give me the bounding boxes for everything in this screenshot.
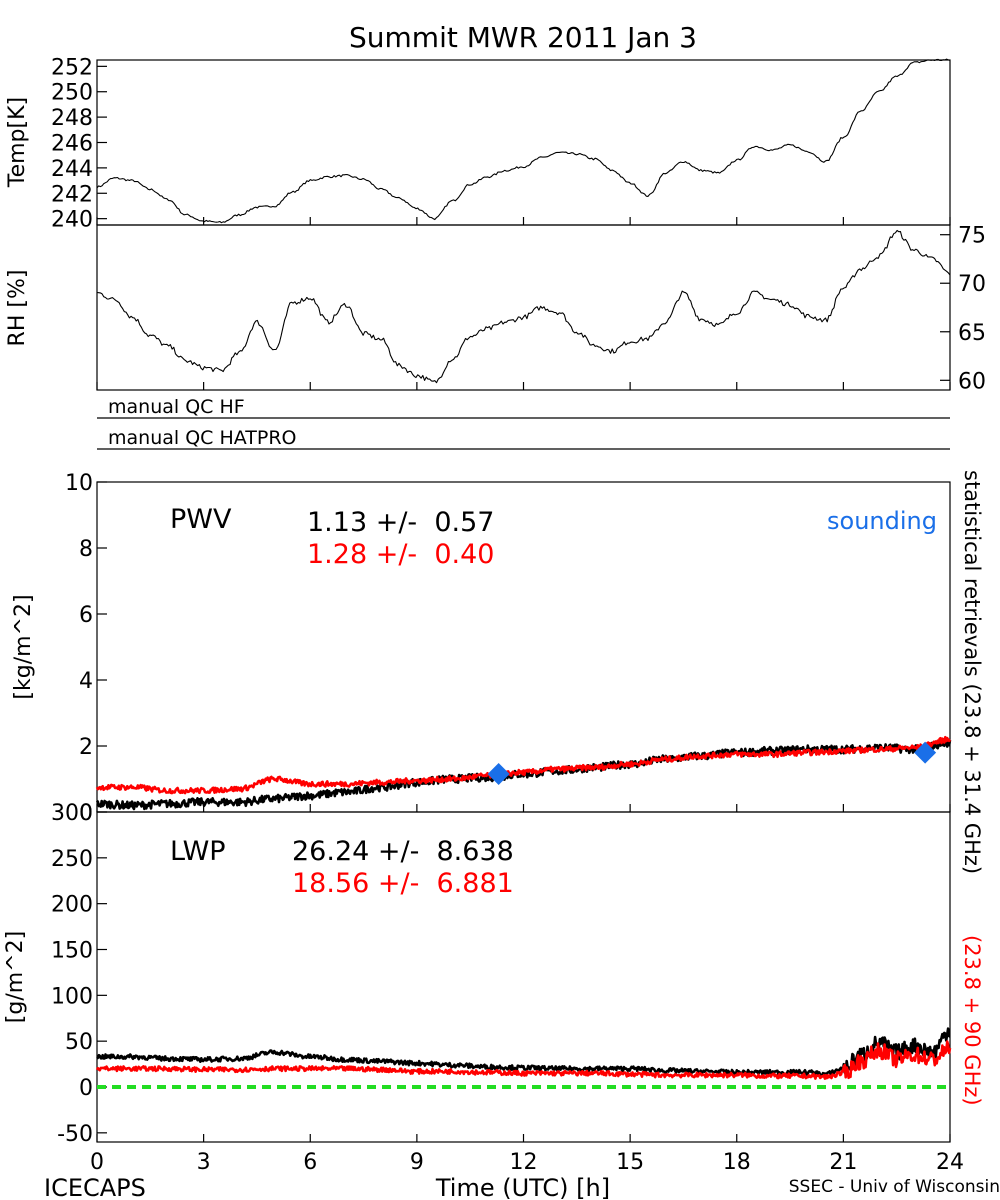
- pwv-ytick-label: 0: [79, 801, 93, 826]
- lwp-ytick-label: 250: [51, 847, 93, 872]
- temp-ytick-label: 242: [51, 182, 93, 207]
- footer-right: SSEC - Univ of Wisconsin: [789, 1177, 1000, 1197]
- lwp-red-stat: 18.56 +/- 6.881: [292, 868, 514, 899]
- x-tick-label: 3: [197, 1150, 211, 1175]
- sounding-marker: [487, 763, 510, 786]
- rh-panel-frame: [96, 224, 951, 391]
- pwv-series-black: [95, 738, 952, 811]
- rh-y-label: RH [%]: [5, 270, 30, 347]
- lwp-ytick-label: 200: [51, 893, 93, 918]
- footer-left: ICECAPS: [44, 1174, 146, 1200]
- qc-hatpro-label: manual QC HATPRO: [108, 427, 297, 449]
- pwv-series-red: [95, 735, 952, 795]
- x-tick-label: 15: [616, 1150, 644, 1175]
- x-tick-label: 12: [510, 1150, 538, 1175]
- temp-panel-frame: [96, 59, 951, 226]
- lwp-ytick-label: 300: [51, 801, 93, 826]
- lwp-ytick-label: 100: [51, 984, 93, 1009]
- figure-title: Summit MWR 2011 Jan 3: [349, 21, 697, 54]
- pwv-ytick-label: 4: [79, 669, 93, 694]
- lwp-ytick-label: 150: [51, 939, 93, 964]
- chart-marks: 240242244246248250252606570750246810-500…: [51, 55, 986, 1175]
- lwp-ytick-label: 50: [65, 1030, 93, 1055]
- pwv-ytick-label: 8: [79, 537, 93, 562]
- x-tick-label: 18: [723, 1150, 751, 1175]
- rh-series-black: [96, 229, 951, 384]
- pwv-y-label: [kg/m^2]: [11, 594, 36, 699]
- pwv-label: PWV: [170, 504, 232, 535]
- x-tick-label: 0: [90, 1150, 104, 1175]
- rh-ytick-label: 65: [958, 321, 986, 346]
- sounding-legend: sounding: [827, 507, 937, 535]
- x-axis-label: Time (UTC) [h]: [435, 1174, 610, 1200]
- temp-ytick-label: 244: [51, 157, 93, 182]
- rh-ytick-label: 75: [958, 224, 986, 249]
- right-label-red: (23.8 + 90 GHz): [960, 935, 984, 1106]
- lwp-ytick-label: -50: [57, 1122, 93, 1147]
- temp-ytick-label: 246: [51, 132, 93, 157]
- pwv-ytick-label: 2: [79, 735, 93, 760]
- temp-series-black: [96, 58, 951, 224]
- x-tick-label: 6: [303, 1150, 317, 1175]
- pwv-red-stat: 1.28 +/- 0.40: [307, 539, 494, 570]
- qc-hf-label: manual QC HF: [108, 396, 245, 418]
- rh-ytick-label: 70: [958, 272, 986, 297]
- lwp-y-label: [g/m^2]: [3, 931, 28, 1023]
- pwv-ytick-label: 10: [65, 471, 93, 496]
- lwp-label: LWP: [170, 836, 226, 867]
- temp-ytick-label: 252: [51, 55, 93, 80]
- lwp-black-stat: 26.24 +/- 8.638: [292, 836, 514, 867]
- pwv-ytick-label: 6: [79, 603, 93, 628]
- x-tick-label: 21: [829, 1150, 857, 1175]
- sounding-marker: [914, 741, 937, 764]
- temp-ytick-label: 248: [51, 106, 93, 131]
- pwv-black-stat: 1.13 +/- 0.57: [307, 507, 494, 538]
- right-label-black: statistical retrievals (23.8 + 31.4 GHz): [960, 470, 984, 874]
- temp-ytick-label: 240: [51, 208, 93, 233]
- lwp-series-black: [96, 1027, 951, 1078]
- x-tick-label: 24: [936, 1150, 964, 1175]
- temp-ytick-label: 250: [51, 81, 93, 106]
- x-tick-label: 9: [410, 1150, 424, 1175]
- rh-ytick-label: 60: [958, 369, 986, 394]
- lwp-ytick-label: 0: [79, 1076, 93, 1101]
- temp-y-label: Temp[K]: [5, 97, 30, 188]
- lwp-series-red: [95, 1040, 952, 1080]
